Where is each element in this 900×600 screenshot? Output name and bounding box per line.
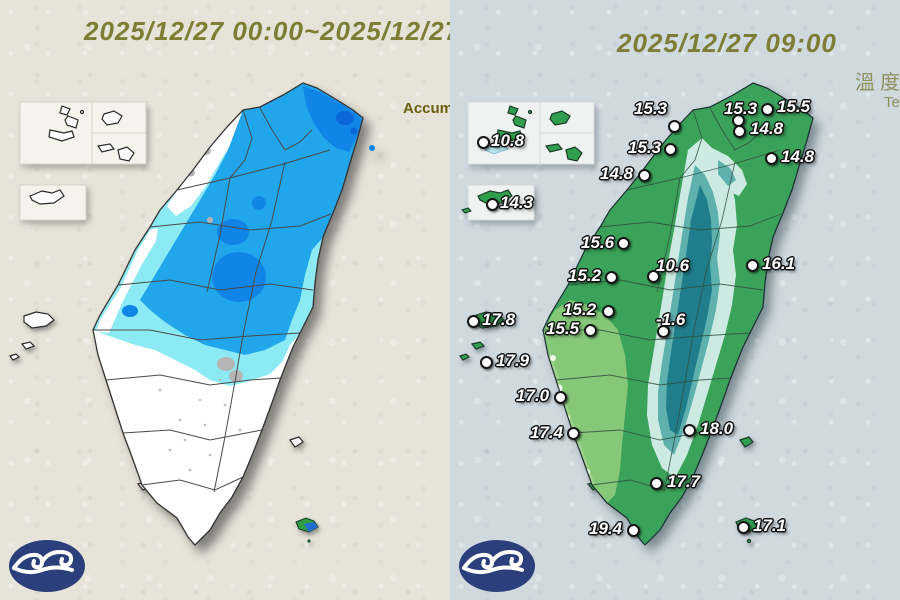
rainfall-layer xyxy=(93,83,363,493)
county-boundaries xyxy=(543,107,782,493)
right-inset-boxes xyxy=(461,101,595,221)
county-boundaries xyxy=(93,107,332,493)
temperature-label-zh: 溫度 xyxy=(855,70,900,94)
right-inset-islands xyxy=(477,105,583,205)
rainfall-map-title: 2025/12/27 00:00~2025/12/27 0 xyxy=(84,16,450,46)
left-inset-boxes xyxy=(19,101,147,221)
right-taiwan-island xyxy=(542,82,814,546)
left-lanyu-island xyxy=(295,517,319,543)
temperature-layer xyxy=(543,107,782,503)
rainfall-map xyxy=(9,82,375,546)
temperature-map-title: 2025/12/27 09:00 xyxy=(617,28,837,58)
temperature-label-en: Te xyxy=(884,94,900,111)
rainfall-map-panel[interactable]: 2025/12/27 00:00~2025/12/27 0 Accumu xyxy=(0,0,450,600)
speckle-dots xyxy=(158,358,242,472)
inset-cold-patch xyxy=(484,143,509,155)
rainfall-legend-label: Accumu xyxy=(403,100,450,117)
offshore-rain-spot xyxy=(369,145,375,151)
temperature-map xyxy=(459,82,814,546)
cwb-logo xyxy=(459,540,535,592)
left-inset-islands xyxy=(29,105,135,205)
left-taiwan-island xyxy=(92,82,375,546)
cwb-logo xyxy=(9,540,85,592)
temperature-map-panel[interactable]: 2025/12/27 09:00 溫度 Te xyxy=(450,0,900,600)
